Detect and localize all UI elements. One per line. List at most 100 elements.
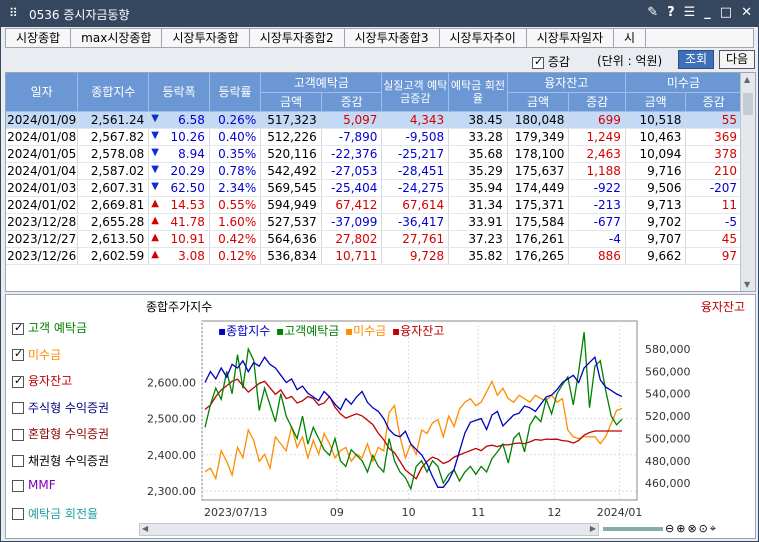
col-change-rate[interactable]: 등락률 <box>209 73 262 112</box>
col-receivable-change[interactable]: 증감 <box>685 92 742 112</box>
scroll-up-icon[interactable]: ▲ <box>744 75 751 84</box>
table-row[interactable]: 2024/01/09 2,561.24 ▼ 6.58 0.26% 517,323 5,097… <box>6 111 742 129</box>
zoom-out-icon[interactable]: ⊖ <box>665 522 675 535</box>
tab-market-investor-trend[interactable]: 시장투자추이 <box>440 29 527 47</box>
cell-value: 175,584 <box>514 214 565 229</box>
chart-horizontal-scrollbar[interactable]: ◀ ▶ <box>139 523 599 536</box>
series-checkbox[interactable] <box>12 347 24 361</box>
receivable-amount-cell: 9,702 <box>625 213 687 231</box>
col-credit-balance[interactable]: 융자잔고 <box>507 73 626 93</box>
series-toggle[interactable]: 혼합형 수익증권 <box>12 425 109 452</box>
window-menu-icon[interactable]: ⠿ <box>9 6 18 20</box>
cell-value: 2024/01/04 <box>7 163 77 178</box>
table-row[interactable]: 2024/01/05 2,578.08 ▼ 8.94 0.35% 520,116 -22,3… <box>6 145 742 163</box>
table-row[interactable]: 2024/01/02 2,669.81 ▲ 14.53 0.55% 594,949 67,4… <box>6 196 742 214</box>
table-row[interactable]: 2024/01/08 2,567.82 ▼ 10.26 0.40% 512,226 -7,8… <box>6 128 742 146</box>
series-toggle[interactable]: MMF <box>12 478 109 505</box>
series-toggle[interactable]: 채권형 수익증권 <box>12 452 109 479</box>
cell-value: 2,587.02 <box>90 163 145 178</box>
crosshair-icon[interactable]: ⌖ <box>709 522 717 535</box>
series-checkbox[interactable] <box>12 402 24 414</box>
receivable-change-cell: 369 <box>685 128 742 146</box>
table-row[interactable]: 2023/12/26 2,602.59 ▲ 3.08 0.12% 536,834 10,71… <box>6 247 742 265</box>
col-deposit-amount[interactable]: 금액 <box>260 92 322 112</box>
deposit-change-cell: 10,711 <box>321 247 383 265</box>
col-real-deposit-change[interactable]: 실질고객 예탁금증감 <box>381 73 450 112</box>
query-button[interactable]: 조회 <box>678 50 715 69</box>
series-checkbox[interactable] <box>12 455 24 467</box>
col-receivables[interactable]: 미수금 <box>625 73 743 93</box>
tab-max-market-summary[interactable]: max시장종합 <box>71 29 163 47</box>
cell-value: 10,711 <box>335 248 378 263</box>
trend-chart[interactable]: 2,600.00 2,500.00 2,400.00 2,300.00 580,000 5… <box>134 313 752 521</box>
col-credit-change[interactable]: 증감 <box>568 92 626 112</box>
series-toggle[interactable]: 주식형 수익증권 <box>12 399 109 426</box>
tab-overflow[interactable]: 시 <box>614 29 647 47</box>
help-icon[interactable]: ? <box>667 5 675 20</box>
maximize-icon[interactable]: □ <box>719 5 733 20</box>
index-cell: 2,567.82 <box>77 128 150 146</box>
col-date[interactable]: 일자 <box>6 73 79 112</box>
series-toggle[interactable]: 융자잔고 <box>12 372 109 399</box>
receivable-line <box>204 379 623 481</box>
cell-value: 10,518 <box>639 112 682 127</box>
receivable-amount-cell: 10,463 <box>625 128 687 146</box>
cell-value: 27,802 <box>335 231 378 246</box>
next-button[interactable]: 다음 <box>719 50 756 69</box>
col-receivable-amount[interactable]: 금액 <box>625 92 687 112</box>
cell-value: 2024/01/09 <box>7 112 77 127</box>
close-icon[interactable]: ✕ <box>741 5 752 20</box>
settings-icon[interactable]: ☰ <box>683 5 696 20</box>
credit-amount-cell: 174,449 <box>507 179 570 197</box>
col-customer-deposit[interactable]: 고객예탁금 <box>260 73 383 93</box>
col-credit-amount[interactable]: 금액 <box>507 92 570 112</box>
zoom-fit-icon[interactable]: ⊗ <box>687 522 697 535</box>
cell-value: 569,545 <box>267 180 317 195</box>
change-toggle[interactable]: 증감 <box>532 53 570 70</box>
receivable-amount-cell: 9,662 <box>625 247 687 265</box>
series-label: 예탁금 회전율 <box>28 506 99 521</box>
tab-market-investor-summary-2[interactable]: 시장투자종합2 <box>250 29 345 47</box>
tab-market-summary[interactable]: 시장종합 <box>6 29 72 47</box>
credit-amount-cell: 175,584 <box>507 213 570 231</box>
table-row[interactable]: 2023/12/27 2,613.50 ▲ 10.91 0.42% 564,636 27,8… <box>6 230 742 248</box>
cell-value: 0.40% <box>218 129 257 144</box>
series-checkbox[interactable] <box>12 374 24 388</box>
tab-market-investor-summary[interactable]: 시장투자종합 <box>162 29 250 47</box>
table-row[interactable]: 2024/01/03 2,607.31 ▼ 62.50 2.34% 569,545 -25,… <box>6 179 742 197</box>
table-row[interactable]: 2024/01/04 2,587.02 ▼ 20.29 0.78% 542,492 -27,… <box>6 162 742 180</box>
scroll-thumb[interactable] <box>743 93 753 115</box>
minimize-icon[interactable]: _ <box>704 5 711 20</box>
receivable-change-cell: -207 <box>685 179 742 197</box>
series-checkbox[interactable] <box>12 321 24 335</box>
series-toggle[interactable]: 고객 예탁금 <box>12 319 109 346</box>
col-deposit-change[interactable]: 증감 <box>321 92 383 112</box>
series-toggle[interactable]: 미수금 <box>12 346 109 373</box>
series-checkbox[interactable] <box>12 428 24 441</box>
zoom-in-icon[interactable]: ⊕ <box>676 522 686 535</box>
scroll-down-icon[interactable]: ▼ <box>744 280 751 289</box>
change-checkbox[interactable] <box>532 55 544 69</box>
tab-market-investor-date[interactable]: 시장투자일자 <box>527 29 615 47</box>
pin-icon[interactable]: ✎ <box>647 5 659 20</box>
tab-market-investor-summary-3[interactable]: 시장투자종합3 <box>345 29 440 47</box>
col-change[interactable]: 등락폭 <box>148 73 210 112</box>
receivable-amount-cell: 9,713 <box>625 196 687 214</box>
table-row[interactable]: 2023/12/28 2,655.28 ▲ 41.78 1.60% 527,537 -37,… <box>6 213 742 231</box>
change-cell: ▼ 62.50 <box>148 179 210 197</box>
series-checkbox[interactable] <box>12 479 24 492</box>
col-deposit-turnover[interactable]: 예탁금 회전율 <box>448 73 508 112</box>
series-toggle[interactable]: 예탁금 회전율 <box>12 505 109 532</box>
zoom-reset-icon[interactable]: ⊙ <box>698 522 708 535</box>
col-index[interactable]: 종합지수 <box>77 73 150 112</box>
cell-value: 2,613.50 <box>90 231 145 246</box>
cell-value: 9,707 <box>647 231 682 246</box>
grid-vertical-scrollbar[interactable]: ▲ ▼ <box>740 73 755 291</box>
change-rate-cell: 1.60% <box>209 213 262 231</box>
scroll-right-icon[interactable]: ▶ <box>589 524 596 533</box>
series-checkbox[interactable] <box>12 508 24 520</box>
cell-value: 0.78% <box>218 163 257 178</box>
window-title: 0536 증시자금동향 <box>29 8 130 22</box>
scroll-left-icon[interactable]: ◀ <box>142 524 149 533</box>
zoom-slider[interactable] <box>603 527 663 531</box>
